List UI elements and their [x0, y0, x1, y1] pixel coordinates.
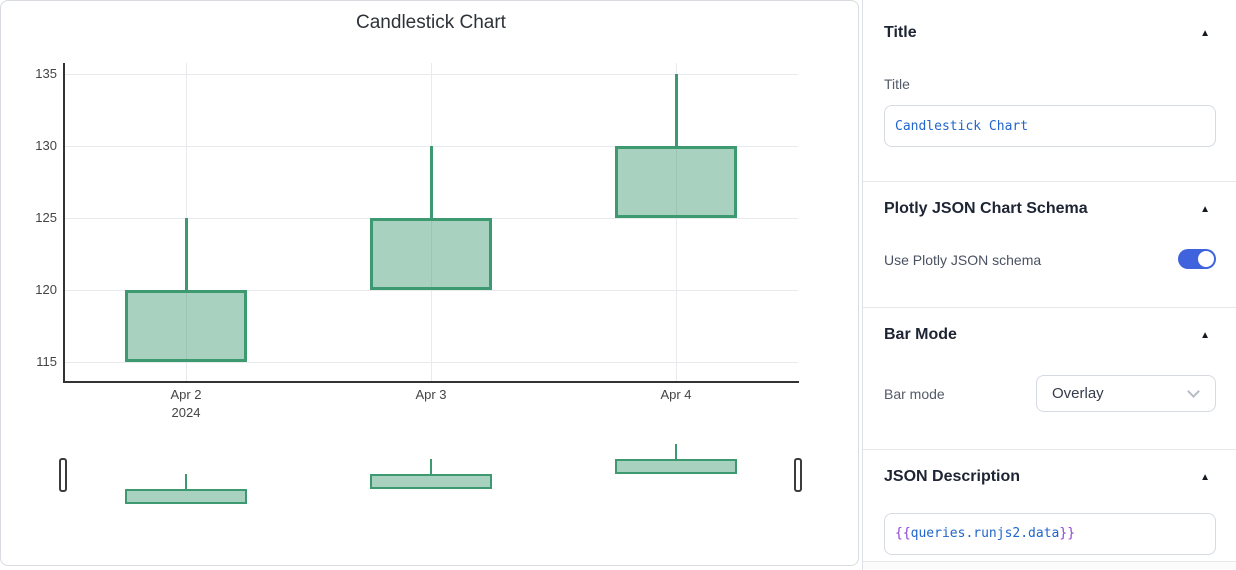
rangeslider-candle-wick: [185, 474, 187, 491]
template-brace-open: {{: [895, 526, 911, 541]
candle-wick: [185, 218, 188, 292]
x-tick-label: Apr 3: [415, 387, 447, 402]
json-description-input[interactable]: {{queries.runjs2.data}}: [884, 513, 1216, 555]
y-tick-label: 135: [35, 66, 57, 81]
inspector-panel: Title ▲ Title Plotly JSON Chart Schema ▲…: [862, 0, 1236, 570]
rangeslider-left-handle[interactable]: [59, 458, 67, 492]
title-input[interactable]: [884, 105, 1216, 147]
candlestick: [370, 218, 492, 290]
rangeslider[interactable]: [64, 442, 798, 512]
chart-title: Candlestick Chart: [356, 12, 506, 33]
y-tick-label: 115: [36, 354, 57, 369]
rangeslider-candlestick: [370, 474, 492, 489]
collapse-icon[interactable]: ▲: [1200, 28, 1210, 39]
panel-bottom-strip: [863, 562, 1236, 569]
section-plotly-schema-header[interactable]: Plotly JSON Chart Schema: [884, 200, 1088, 217]
x-tick-label: Apr 4: [660, 387, 692, 402]
candlestick: [125, 290, 247, 362]
rangeslider-right-handle[interactable]: [794, 458, 802, 492]
candle-wick: [675, 74, 678, 148]
chevron-down-icon: [1187, 385, 1200, 398]
y-tick-label: 120: [35, 282, 57, 297]
section-json-description-header[interactable]: JSON Description: [884, 468, 1021, 485]
template-expression: queries.runjs2.data: [910, 526, 1060, 541]
section-json-description: JSON Description ▲ {{queries.runjs2.data…: [863, 450, 1236, 562]
section-title-header[interactable]: Title: [884, 24, 917, 41]
use-plotly-schema-toggle[interactable]: [1178, 249, 1216, 269]
collapse-icon[interactable]: ▲: [1200, 204, 1210, 215]
v-gridline: [431, 63, 432, 382]
chart-component[interactable]: Candlestick Chart 135 130 125 120 115 Apr 2 20…: [0, 0, 859, 566]
title-field-label: Title: [884, 76, 910, 92]
candlestick: [615, 146, 737, 218]
candle-wick: [430, 146, 433, 220]
y-tick-label: 125: [35, 210, 57, 225]
v-gridline: [676, 63, 677, 382]
section-bar-mode: Bar Mode ▲ Bar mode Overlay: [863, 308, 1236, 450]
rangeslider-candle-wick: [430, 459, 432, 476]
section-bar-mode-header[interactable]: Bar Mode: [884, 326, 957, 343]
collapse-icon[interactable]: ▲: [1200, 472, 1210, 483]
section-title: Title ▲ Title: [863, 0, 1236, 182]
rangeslider-candlestick: [615, 459, 737, 474]
rangeslider-candlestick: [125, 489, 247, 504]
bar-mode-select[interactable]: Overlay: [1036, 375, 1216, 412]
use-plotly-schema-label: Use Plotly JSON schema: [884, 252, 1042, 268]
bar-mode-selected-value: Overlay: [1052, 385, 1104, 402]
plot-area[interactable]: [64, 63, 798, 382]
bar-mode-field-label: Bar mode: [884, 386, 945, 402]
x-axis-line: [63, 381, 799, 383]
rangeslider-candle-wick: [675, 444, 677, 461]
section-plotly-schema: Plotly JSON Chart Schema ▲ Use Plotly JS…: [863, 182, 1236, 308]
toggle-knob: [1198, 251, 1214, 267]
template-brace-close: }}: [1059, 526, 1076, 541]
y-tick-label: 130: [35, 138, 57, 153]
y-axis-line: [63, 63, 65, 383]
collapse-icon[interactable]: ▲: [1200, 330, 1210, 341]
x-tick-label: Apr 2 2024: [170, 387, 202, 420]
